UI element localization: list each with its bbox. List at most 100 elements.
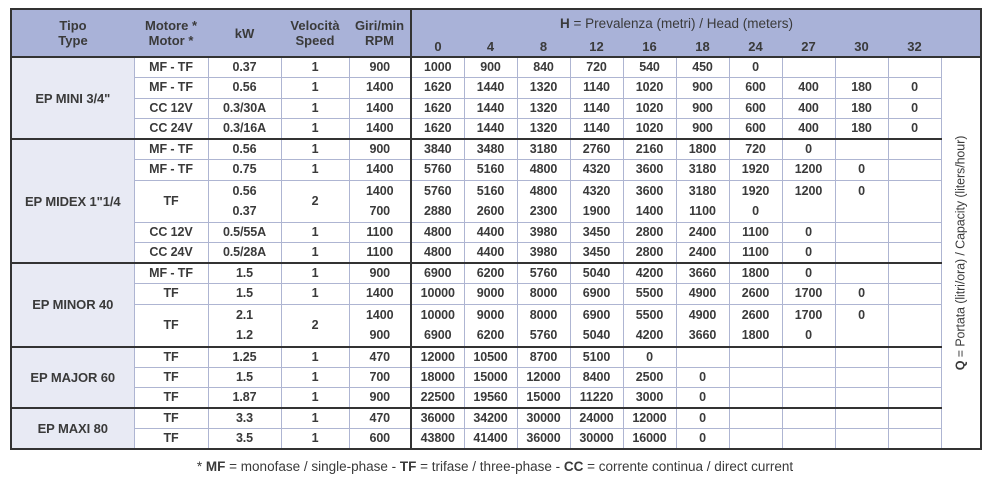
kw-cell: 3.5 — [207, 428, 282, 450]
speed-cell: 2 — [280, 179, 350, 223]
h-value-cell: 10000 — [410, 283, 465, 305]
h-value-cell: 19560 — [463, 387, 518, 409]
h-value-cell: 0 — [781, 221, 836, 243]
h-value-cell: 0 — [728, 56, 783, 78]
h-value-cell: 0 — [675, 387, 730, 409]
h-value-cell: 6900 5040 — [569, 303, 624, 347]
h-value-cell: 4900 — [675, 283, 730, 305]
h-value-cell: 3980 — [516, 242, 571, 264]
speed-cell: 1 — [280, 77, 350, 99]
speed-cell: 1 — [280, 387, 350, 409]
rpm-cell: 470 — [348, 407, 412, 429]
motor-cell: TF — [133, 366, 209, 388]
value-line: 0 — [858, 307, 865, 322]
value-line: 2.1 — [235, 307, 254, 322]
kw-cell: 1.25 — [207, 345, 282, 368]
h-col-header-12: 12 — [570, 36, 623, 58]
value-line: 1400 — [635, 204, 664, 218]
h-value-cell: 8400 — [569, 366, 624, 388]
value-line: 6200 — [476, 328, 505, 342]
h-value-cell — [834, 387, 889, 409]
value-line: 9000 — [476, 307, 505, 322]
h-value-cell: 0 — [781, 138, 836, 160]
h-value-cell: 1320 — [516, 77, 571, 99]
h-value-cell: 1620 — [410, 97, 465, 119]
h-col-header-27: 27 — [782, 36, 835, 58]
h-value-cell — [728, 387, 783, 409]
rpm-cell: 900 — [348, 262, 412, 284]
value-line: 5040 — [582, 328, 611, 342]
h-value-cell: 4800 — [410, 221, 465, 243]
h-value-cell: 0 — [834, 179, 889, 223]
h-value-cell: 1440 — [463, 77, 518, 99]
h-value-cell — [887, 56, 942, 78]
value-line: 2600 — [476, 204, 505, 218]
value-line: 0.37 — [232, 204, 257, 218]
h-value-cell: 0 — [781, 242, 836, 264]
h-value-cell: 5160 — [463, 159, 518, 181]
value-line: 1100 — [689, 204, 716, 218]
h-value-cell: 18000 — [410, 366, 465, 388]
h-value-cell: 41400 — [463, 428, 518, 450]
h-value-cell — [728, 428, 783, 450]
table-row: EP MINI 3/4" MF - TF 0.37 1 900 1000 900 840 720… — [10, 56, 982, 450]
h-value-cell: 8700 — [516, 345, 571, 368]
h-value-cell: 11220 — [569, 387, 624, 409]
h-value-cell: 34200 — [463, 407, 518, 429]
rpm-cell: 1400 — [348, 118, 412, 140]
h-value-cell: 5040 — [569, 262, 624, 284]
value-line: 1400 — [366, 183, 394, 198]
h-value-cell: 3660 — [675, 262, 730, 284]
h-value-cell: 5500 4200 — [622, 303, 677, 347]
value-line — [836, 201, 888, 222]
rpm-cell: 900 — [348, 387, 412, 409]
h-value-cell: 1620 — [410, 118, 465, 140]
value-line: 2880 — [424, 204, 452, 218]
h-value-cell: 3480 — [463, 138, 518, 160]
pump-type-cell: EP MAXI 80 — [10, 407, 135, 450]
table-row: MF - TF 0.56 1 1400 1620 1440 1320 1140 1020 900 6… — [11, 77, 981, 99]
h-value-cell: 3180 — [516, 138, 571, 160]
h-value-cell — [887, 345, 942, 368]
h-value-cell: 1140 — [569, 97, 624, 119]
motor-cell: TF — [133, 303, 209, 347]
value-line: 5760 — [529, 328, 558, 342]
kw-cell: 0.37 — [207, 56, 282, 78]
value-line: 1400 — [366, 307, 394, 322]
value-line — [889, 201, 941, 222]
h-value-cell: 2500 — [622, 366, 677, 388]
q-axis-label: Q = Portata (litri/ora) / Capacity (lite… — [951, 136, 970, 371]
col-header-motor: Motore * Motor * — [134, 9, 208, 58]
h-value-cell: 600 — [728, 77, 783, 99]
speed-cell: 1 — [280, 345, 350, 368]
table-row: TF 1.87 1 900 22500 19560 15000 11220 3000 0 — [11, 387, 981, 409]
h-col-header-32: 32 — [888, 36, 942, 58]
value-line: 4320 — [582, 183, 611, 198]
h-value-cell: 1020 — [622, 118, 677, 140]
value-line: 6900 — [582, 307, 611, 322]
h-value-cell: 1920 0 — [728, 179, 783, 223]
h-value-cell: 3000 — [622, 387, 677, 409]
kw-cell: 0.56 0.37 — [207, 179, 282, 223]
h-value-cell: 3450 — [569, 221, 624, 243]
col-header-rpm: Giri/min RPM — [349, 9, 411, 58]
value-line: 5160 — [476, 183, 505, 198]
h-value-cell — [887, 407, 942, 429]
h-value-cell — [887, 221, 942, 243]
text-segment: = trifase / three-phase - — [416, 459, 564, 474]
value-line — [889, 305, 941, 326]
h-value-cell: 9000 6200 — [463, 303, 518, 347]
motor-cell: MF - TF — [133, 138, 209, 160]
h-value-cell: 36000 — [410, 407, 465, 429]
h-value-cell: 400 — [781, 97, 836, 119]
kw-cell: 1.5 — [207, 366, 282, 388]
h-value-cell: 4400 — [463, 221, 518, 243]
h-value-cell: 4320 1900 — [569, 179, 624, 223]
h-value-cell: 36000 — [516, 428, 571, 450]
h-value-cell: 1020 — [622, 97, 677, 119]
h-value-cell — [781, 407, 836, 429]
table-row: MF - TF 0.75 1 1400 5760 5160 4800 4320 3600 3180… — [11, 159, 981, 181]
motor-cell: TF — [133, 179, 209, 223]
kw-cell: 0.5/55A — [207, 221, 282, 243]
footnote: * MF = monofase / single-phase - TF = tr… — [10, 459, 980, 474]
